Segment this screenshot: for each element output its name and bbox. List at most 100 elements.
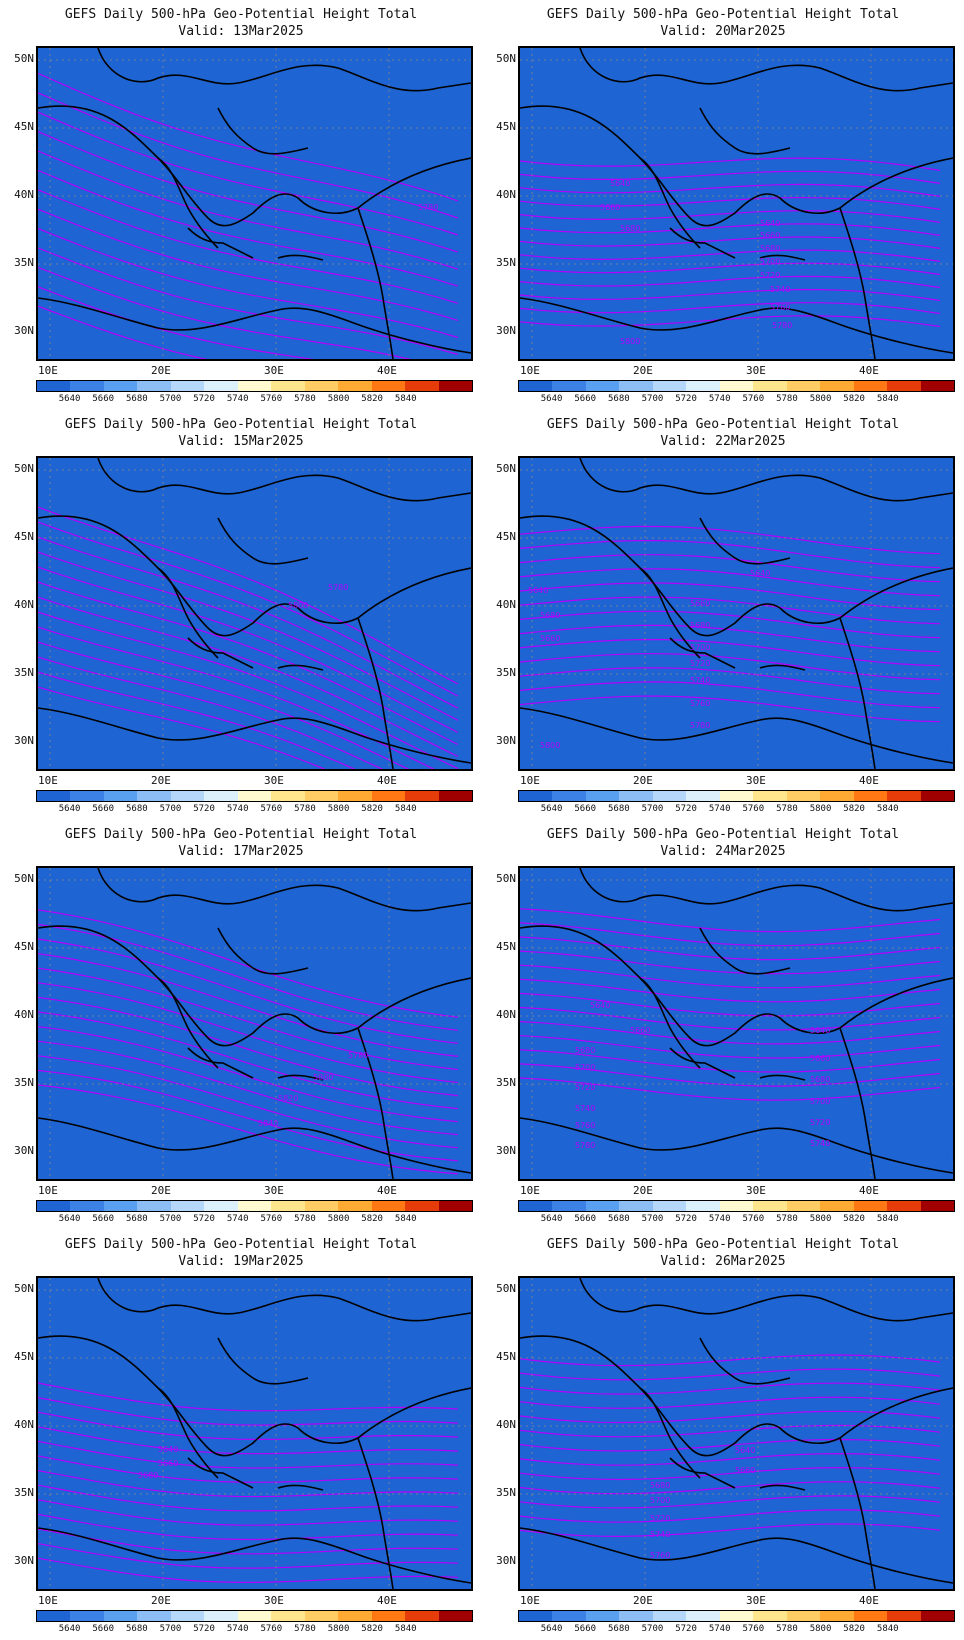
colorbar-label: 5780 xyxy=(294,1624,316,1634)
panel-title: GEFS Daily 500-hPa Geo-Potential Height … xyxy=(546,7,900,22)
colorbar-label: 5740 xyxy=(708,804,731,814)
coastline xyxy=(217,517,309,565)
colorbar-label: 5840 xyxy=(394,804,417,814)
colorbar-swatch xyxy=(204,791,238,801)
coastline xyxy=(520,297,953,354)
coastline xyxy=(759,1074,806,1081)
coastline xyxy=(157,157,219,249)
colorbar-label: 5780 xyxy=(294,394,316,404)
colorbar-swatch xyxy=(686,1611,720,1621)
longitude-tick-label: 10E xyxy=(38,364,58,377)
panel-title: GEFS Daily 500-hPa Geo-Potential Height … xyxy=(64,417,418,432)
panel-title: GEFS Daily 500-hPa Geo-Potential Height … xyxy=(64,7,418,22)
latitude-tick-label: 40N xyxy=(496,188,516,201)
contour-label: 5820 xyxy=(278,1094,298,1103)
coastline xyxy=(839,207,876,359)
colorbar-label: 5840 xyxy=(876,1624,899,1634)
contour-line xyxy=(520,210,941,223)
contour-label: 5760 xyxy=(650,1551,670,1560)
contour-line xyxy=(520,1495,941,1509)
coastline xyxy=(639,1387,701,1479)
contour-label: 5740 xyxy=(690,676,710,685)
colorbar-swatch xyxy=(719,791,754,801)
contour-line xyxy=(520,1438,941,1452)
colorbar-swatch xyxy=(271,1201,305,1211)
colorbar-swatch xyxy=(137,381,171,391)
colorbar-swatch xyxy=(585,1611,620,1621)
longitude-tick-label: 10E xyxy=(520,364,540,377)
contour-label: 5720 xyxy=(760,271,780,280)
contour-line xyxy=(520,540,941,569)
colorbar-label: 5700 xyxy=(641,1624,664,1634)
contour-line xyxy=(520,223,941,236)
colorbar-swatch xyxy=(786,1611,821,1621)
contour-line xyxy=(520,302,941,315)
colorbar-label: 5660 xyxy=(92,1214,115,1224)
colorbar-swatch xyxy=(170,1611,205,1621)
colorbar-swatch xyxy=(70,1201,104,1211)
colorbar-swatch xyxy=(304,791,339,801)
coastline xyxy=(759,254,806,261)
longitude-tick-label: 30E xyxy=(746,364,766,377)
contour-line xyxy=(520,950,941,975)
colorbar-labels: 5640 5660 5680 5700 5720 5740 5760 5780 5800 5820… xyxy=(518,1214,955,1226)
geopotential-height-map: 5780 xyxy=(36,46,473,361)
contour-line xyxy=(38,305,208,359)
colorbar-swatch xyxy=(170,1201,205,1211)
coastline xyxy=(839,617,876,769)
contour-label: 5700 xyxy=(690,643,710,652)
colorbar-swatch xyxy=(237,1201,272,1211)
contour-label: 5640 xyxy=(735,1446,755,1455)
coastline xyxy=(277,664,324,671)
contour-line xyxy=(520,1077,941,1101)
latitude-tick-label: 35N xyxy=(14,666,34,679)
contour-line xyxy=(38,92,459,219)
colorbar-swatch xyxy=(405,381,439,391)
contour-line xyxy=(520,1049,941,1073)
contour-label: 5720 xyxy=(690,659,710,668)
colorbar-swatch xyxy=(70,381,104,391)
colorbar-label: 5680 xyxy=(608,1214,630,1224)
contour-label: 5720 xyxy=(575,1083,595,1092)
colorbar-swatch xyxy=(619,1201,653,1211)
coastline xyxy=(38,925,471,1047)
coastline xyxy=(187,1047,254,1079)
coastline xyxy=(187,637,254,669)
colorbar-swatch xyxy=(786,381,821,391)
colorbar-label: 5640 xyxy=(540,394,563,404)
coastline xyxy=(157,1387,219,1479)
contour-label: 5640 xyxy=(158,1445,178,1454)
colorbar xyxy=(518,380,955,392)
latitude-tick-label: 35N xyxy=(496,1076,516,1089)
panel-valid-date: Valid: 15Mar2025 xyxy=(178,434,304,449)
longitude-tick-label: 40E xyxy=(859,364,879,377)
contour-label: 5640 xyxy=(610,179,630,188)
coastline xyxy=(187,227,254,259)
contour-line xyxy=(38,189,459,304)
contour-label: 5700 xyxy=(575,1063,595,1072)
colorbar-label: 5640 xyxy=(58,804,81,814)
contour-line xyxy=(520,1452,941,1466)
colorbar-label: 5680 xyxy=(126,1214,148,1224)
colorbar-swatch xyxy=(753,381,787,391)
contour-label: 5760 xyxy=(575,1121,595,1130)
contour-line xyxy=(520,638,941,667)
colorbar-swatch xyxy=(103,381,138,391)
contour-line xyxy=(38,996,459,1097)
height-band xyxy=(520,1355,953,1589)
colorbar-swatch xyxy=(371,381,406,391)
longitude-tick-label: 10E xyxy=(38,1594,58,1607)
height-band xyxy=(38,507,471,769)
coastline xyxy=(277,1074,324,1081)
contour-label: 5780 xyxy=(772,321,792,330)
coastline xyxy=(759,664,806,671)
colorbar-swatch xyxy=(853,791,888,801)
coastline xyxy=(97,1278,471,1322)
contour-line xyxy=(38,686,326,769)
colorbar-swatch xyxy=(37,791,71,801)
geopotential-height-map: 5780 5800 5820 5840 xyxy=(36,866,473,1181)
colorbar-swatch xyxy=(853,381,888,391)
colorbar-swatch xyxy=(371,1201,406,1211)
contour-line xyxy=(520,992,941,1017)
contour-line xyxy=(38,1484,459,1512)
